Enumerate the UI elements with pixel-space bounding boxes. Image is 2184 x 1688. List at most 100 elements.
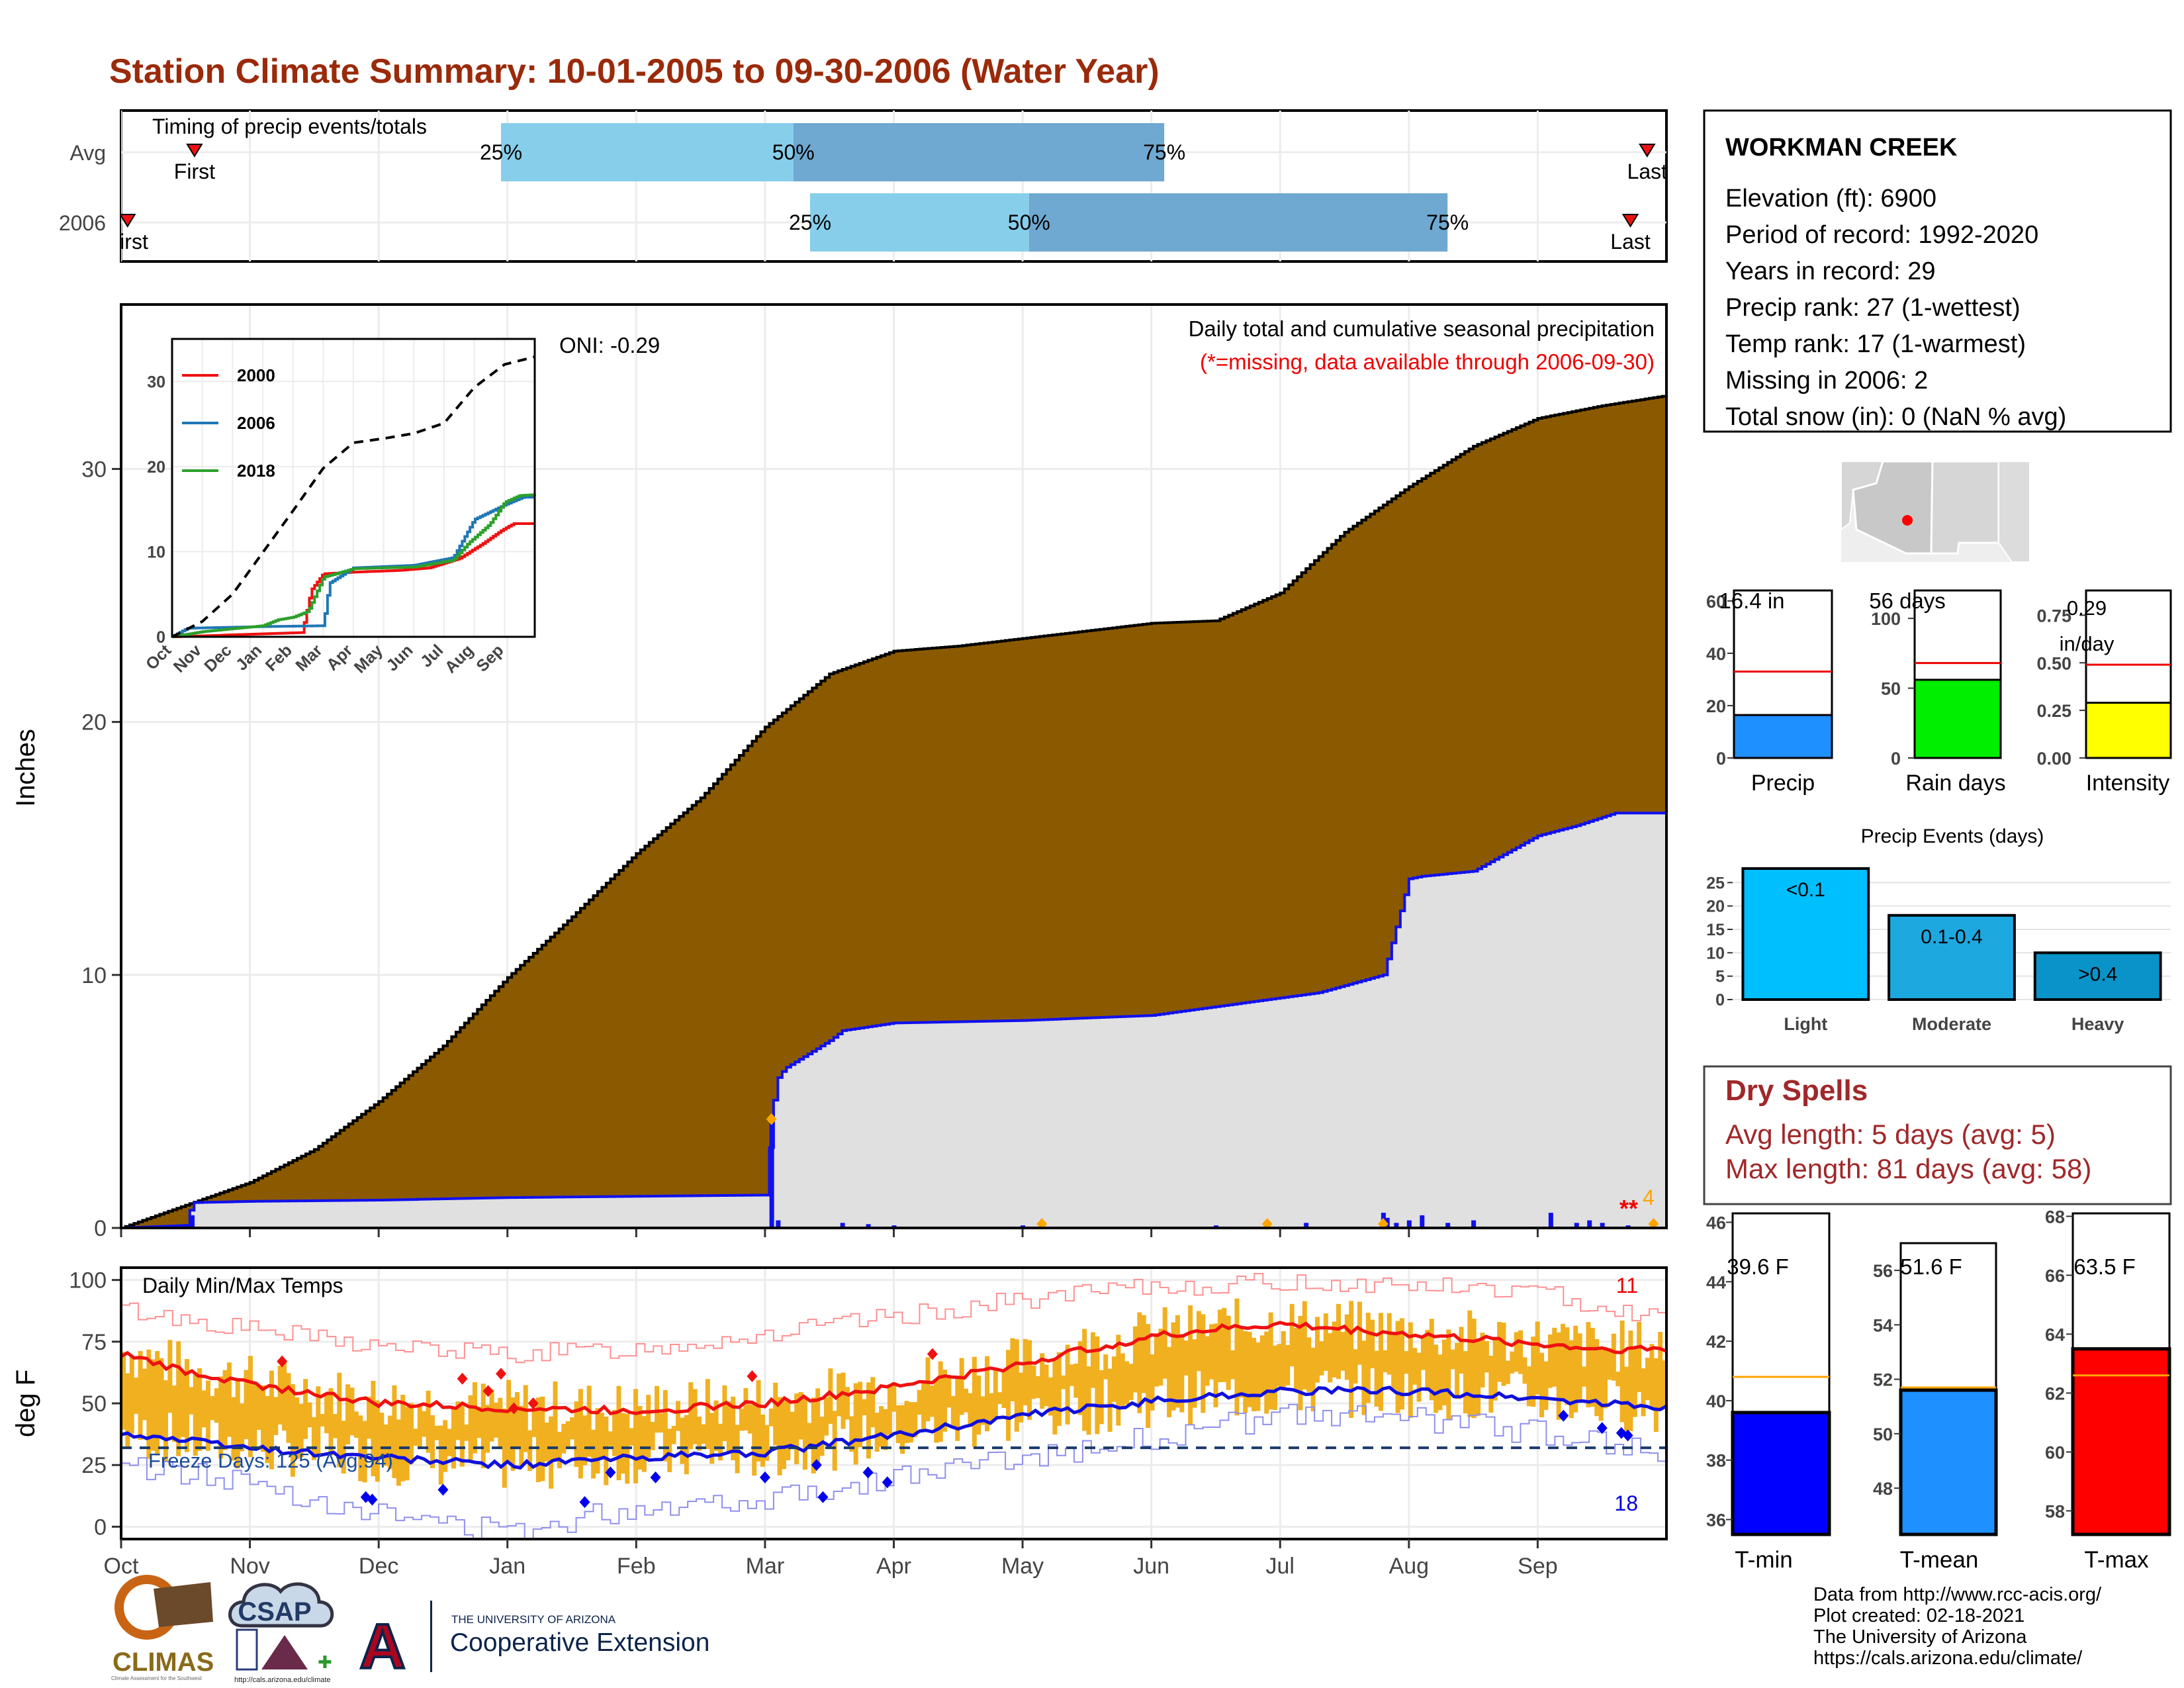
temp-bar-y-tick-label: 68 (2045, 1207, 2065, 1227)
daily-temp-range-bar (256, 1385, 261, 1430)
daily-temp-range-bar (1137, 1312, 1142, 1413)
daily-temp-range-bar (849, 1416, 854, 1452)
daily-temp-range-bar (1077, 1341, 1083, 1415)
temp-plot: 0 25 50 75 100 (69, 1268, 1668, 1540)
daily-temp-range-bar (1315, 1317, 1320, 1383)
daily-temp-range-bar (1582, 1366, 1587, 1387)
daily-temp-range-bar (1111, 1356, 1116, 1402)
daily-temp-range-bar (823, 1397, 829, 1436)
daily-temp-range-bar (582, 1415, 588, 1466)
daily-temp-range-bar (781, 1401, 786, 1470)
month-label: Nov (230, 1554, 269, 1579)
daily-temp-range-bar (637, 1405, 643, 1470)
precip-events-title: Precip Events (days) (1861, 825, 2044, 847)
events-plot: 0 5 10 15 20 25 <0.1 Light 0.1-0.4 Moderate >0.4 He… (1706, 864, 2171, 1034)
temp-bar-y-tick-label: 56 (1873, 1261, 1893, 1281)
record-low-count: 18 (1614, 1491, 1638, 1515)
ua-extension-logo: A THE UNIVERSITY OF ARIZONA Cooperative … (358, 1601, 709, 1683)
timing-quartile-label: 75% (1143, 140, 1185, 164)
daily-temp-range-bar (1450, 1349, 1455, 1370)
daily-temp-range-bar (1641, 1368, 1646, 1417)
daily-temp-range-bar (612, 1409, 617, 1456)
temp-bar-y-tick-label: 66 (2045, 1266, 2065, 1286)
daily-temp-range-bar (1637, 1321, 1642, 1393)
daily-temp-range-bar (1158, 1329, 1163, 1386)
daily-temp-range-bar (527, 1430, 533, 1472)
daily-temp-range-bar (226, 1362, 232, 1437)
daily-temp-range-bar (655, 1385, 660, 1433)
daily-temp-range-bar (667, 1429, 672, 1472)
daily-temp-range-bar (1128, 1364, 1134, 1400)
daily-temp-range-bar (1306, 1337, 1312, 1392)
first-event-marker (121, 214, 136, 228)
record-low-marker (437, 1483, 449, 1496)
daily-temp-range-bar (858, 1382, 863, 1448)
daily-temp-range-bar (1543, 1361, 1549, 1410)
daily-temp-range-bar (265, 1395, 270, 1464)
totals-y-tick-label: 0 (1891, 749, 1901, 769)
daily-temp-range-bar (629, 1428, 634, 1446)
daily-temp-range-bar (964, 1388, 969, 1413)
temp-y-tick-label: 75 (81, 1330, 107, 1355)
record-low-marker (759, 1471, 770, 1483)
record-low-marker (817, 1491, 829, 1503)
daily-temp-range-bar (692, 1389, 698, 1444)
daily-temp-range-bar (535, 1397, 541, 1483)
inset-legend-label: 2000 (237, 365, 275, 385)
daily-temp-range-bar (404, 1407, 410, 1481)
daily-temp-range-bar (316, 1386, 321, 1456)
events-y-tick-label: 15 (1706, 921, 1725, 939)
csap-logo: CSAP ✚ http://cals.arizona.edu/climate (228, 1582, 334, 1684)
daily-temp-range-bar (489, 1389, 494, 1442)
daily-temp-range-bar (599, 1413, 604, 1460)
daily-precip-bar (840, 1223, 845, 1228)
precip-y-axis-label: Inches (11, 729, 40, 807)
credit-url: https://cals.arizona.edu/climate/ (1813, 1648, 2083, 1669)
daily-temp-range-bar (633, 1389, 639, 1483)
daily-precip-bar (1587, 1220, 1592, 1228)
daily-temp-range-bar (608, 1431, 613, 1446)
daily-temp-range-bar (447, 1429, 452, 1456)
last-event-marker (1621, 214, 1639, 228)
daily-temp-range-bar (1196, 1311, 1201, 1372)
daily-temp-range-bar (938, 1361, 943, 1442)
timing-quartile-label: 25% (789, 211, 831, 234)
totals-bar-Intensity (2085, 702, 2172, 759)
daily-temp-range-bar (794, 1393, 799, 1464)
daily-temp-range-bar (1268, 1312, 1273, 1410)
daily-temp-range-bar (1234, 1298, 1240, 1416)
daily-temp-range-bar (1103, 1354, 1109, 1380)
daily-temp-range-bar (472, 1382, 477, 1454)
precip-frame (120, 303, 1668, 1229)
daily-temp-range-bar (1205, 1336, 1210, 1386)
month-label: Sep (1518, 1554, 1558, 1579)
climas-logo: CLIMAS Climate Assessment for the Southw… (111, 1575, 214, 1681)
daily-temp-range-bar (1294, 1328, 1299, 1391)
daily-temp-range-bar (946, 1377, 952, 1408)
record-low-marker (1558, 1409, 1569, 1422)
daily-temp-range-bar (150, 1359, 156, 1451)
daily-precip-bar (1304, 1223, 1309, 1228)
missing-marker: ** (1619, 1195, 1638, 1222)
totals-y-tick-label: 60 (1706, 592, 1726, 612)
precip-panel: 0 10 20 30 Daily total and cumulative seaso… (11, 303, 1668, 1241)
station-years: Years in record: 29 (1725, 258, 1936, 285)
daily-temp-range-bar (604, 1417, 609, 1485)
daily-temp-range-bar (921, 1381, 927, 1430)
daily-temp-range-bar (383, 1424, 388, 1466)
daily-temp-range-bar (438, 1425, 443, 1485)
daily-temp-range-bar (997, 1392, 1003, 1404)
first-event-label: First (107, 230, 148, 254)
daily-temp-range-bar (1124, 1361, 1130, 1405)
precip-y-tick-label: 30 (81, 457, 107, 482)
record-high-marker (747, 1370, 758, 1382)
daily-temp-range-bar (210, 1396, 215, 1421)
daily-temp-range-bar (248, 1356, 253, 1458)
temp-x-axis: Oct Nov Dec Jan Feb Mar Apr May Jun Jul Aug Sep (104, 1539, 1558, 1579)
events-y-tick-label: 0 (1715, 991, 1725, 1009)
daily-temp-range-bar (286, 1373, 291, 1443)
last-event-label: Last (1610, 230, 1651, 254)
daily-temp-range-bar (298, 1403, 304, 1458)
temp-bar-y-tick-label: 46 (1706, 1213, 1726, 1233)
